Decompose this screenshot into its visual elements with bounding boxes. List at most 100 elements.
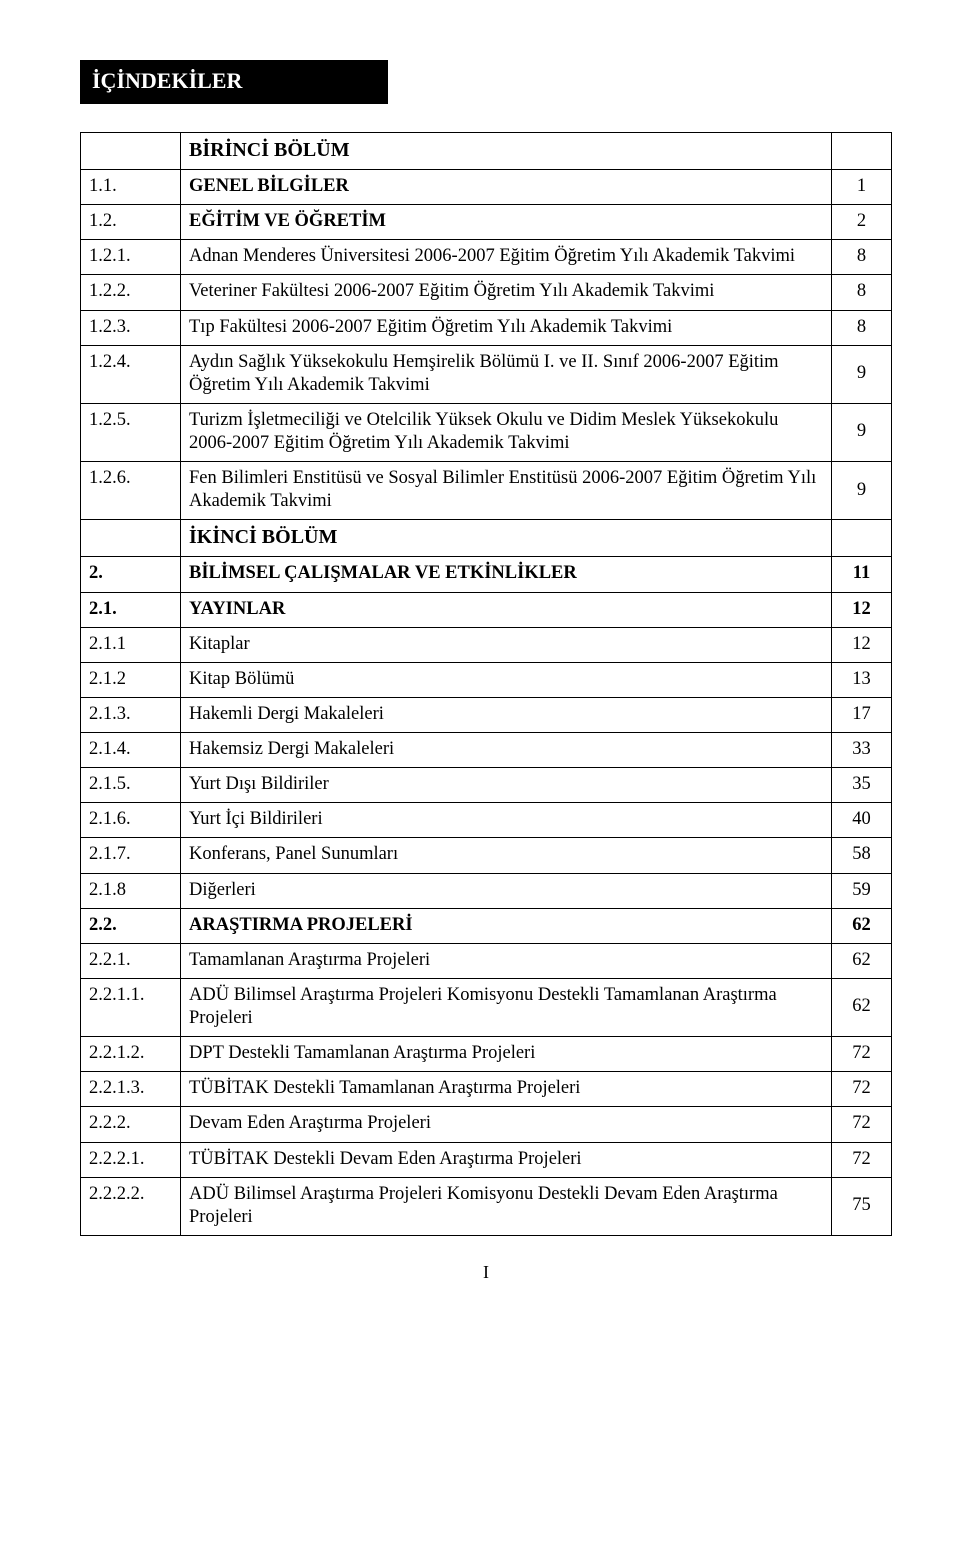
toc-page: 72 bbox=[832, 1072, 892, 1107]
toc-text: Kitaplar bbox=[181, 627, 832, 662]
toc-text: Hakemli Dergi Makaleleri bbox=[181, 697, 832, 732]
table-row: BİRİNCİ BÖLÜM bbox=[81, 133, 892, 170]
toc-number: 2.1. bbox=[81, 592, 181, 627]
toc-page: 40 bbox=[832, 803, 892, 838]
table-row: İKİNCİ BÖLÜM bbox=[81, 520, 892, 557]
toc-text: ARAŞTIRMA PROJELERİ bbox=[181, 908, 832, 943]
toc-page: 58 bbox=[832, 838, 892, 873]
toc-text: Yurt Dışı Bildiriler bbox=[181, 768, 832, 803]
page-title: İÇİNDEKİLER bbox=[80, 60, 388, 104]
toc-text: TÜBİTAK Destekli Devam Eden Araştırma Pr… bbox=[181, 1142, 832, 1177]
table-row: 1.2.2.Veteriner Fakültesi 2006-2007 Eğit… bbox=[81, 275, 892, 310]
toc-text: Diğerleri bbox=[181, 873, 832, 908]
toc-text: TÜBİTAK Destekli Tamamlanan Araştırma Pr… bbox=[181, 1072, 832, 1107]
table-row: 1.2.1.Adnan Menderes Üniversitesi 2006-2… bbox=[81, 240, 892, 275]
table-row: 1.2.4.Aydın Sağlık Yüksekokulu Hemşireli… bbox=[81, 345, 892, 403]
toc-page: 72 bbox=[832, 1037, 892, 1072]
table-row: 1.2.5.Turizm İşletmeciliği ve Otelcilik … bbox=[81, 403, 892, 461]
toc-page bbox=[832, 133, 892, 170]
toc-number: 2.2. bbox=[81, 908, 181, 943]
toc-number bbox=[81, 520, 181, 557]
toc-number: 2.2.1. bbox=[81, 943, 181, 978]
toc-page: 33 bbox=[832, 733, 892, 768]
toc-number: 1.2.4. bbox=[81, 345, 181, 403]
toc-number: 2.1.1 bbox=[81, 627, 181, 662]
toc-text: EĞİTİM VE ÖĞRETİM bbox=[181, 205, 832, 240]
table-row: 2.2.2.1.TÜBİTAK Destekli Devam Eden Araş… bbox=[81, 1142, 892, 1177]
toc-number: 2.1.8 bbox=[81, 873, 181, 908]
table-row: 2.1.YAYINLAR12 bbox=[81, 592, 892, 627]
toc-number: 1.2.3. bbox=[81, 310, 181, 345]
toc-text: Tamamlanan Araştırma Projeleri bbox=[181, 943, 832, 978]
toc-text: Konferans, Panel Sunumları bbox=[181, 838, 832, 873]
toc-page: 17 bbox=[832, 697, 892, 732]
toc-text: Fen Bilimleri Enstitüsü ve Sosyal Biliml… bbox=[181, 462, 832, 520]
toc-page: 9 bbox=[832, 462, 892, 520]
toc-page: 59 bbox=[832, 873, 892, 908]
toc-page bbox=[832, 520, 892, 557]
toc-number: 2.2.1.1. bbox=[81, 978, 181, 1036]
toc-page: 2 bbox=[832, 205, 892, 240]
table-row: 2.BİLİMSEL ÇALIŞMALAR VE ETKİNLİKLER11 bbox=[81, 557, 892, 592]
toc-page: 62 bbox=[832, 943, 892, 978]
toc-page: 13 bbox=[832, 662, 892, 697]
table-row: 2.1.4.Hakemsiz Dergi Makaleleri33 bbox=[81, 733, 892, 768]
toc-page: 62 bbox=[832, 978, 892, 1036]
toc-page: 8 bbox=[832, 275, 892, 310]
toc-number: 2.1.7. bbox=[81, 838, 181, 873]
toc-number: 1.2.6. bbox=[81, 462, 181, 520]
page-number-footer: I bbox=[80, 1262, 892, 1283]
table-row: 2.1.3.Hakemli Dergi Makaleleri17 bbox=[81, 697, 892, 732]
table-row: 1.2.3.Tıp Fakültesi 2006-2007 Eğitim Öğr… bbox=[81, 310, 892, 345]
toc-text: GENEL BİLGİLER bbox=[181, 170, 832, 205]
toc-page: 8 bbox=[832, 310, 892, 345]
toc-page: 75 bbox=[832, 1177, 892, 1235]
table-row: 2.1.2Kitap Bölümü13 bbox=[81, 662, 892, 697]
toc-page: 11 bbox=[832, 557, 892, 592]
toc-text: Hakemsiz Dergi Makaleleri bbox=[181, 733, 832, 768]
toc-text: Devam Eden Araştırma Projeleri bbox=[181, 1107, 832, 1142]
toc-number: 2.1.4. bbox=[81, 733, 181, 768]
table-row: 1.1.GENEL BİLGİLER1 bbox=[81, 170, 892, 205]
toc-text: YAYINLAR bbox=[181, 592, 832, 627]
toc-text: ADÜ Bilimsel Araştırma Projeleri Komisyo… bbox=[181, 978, 832, 1036]
table-row: 2.2.1.2.DPT Destekli Tamamlanan Araştırm… bbox=[81, 1037, 892, 1072]
toc-page: 62 bbox=[832, 908, 892, 943]
table-row: 2.2.1.1.ADÜ Bilimsel Araştırma Projeleri… bbox=[81, 978, 892, 1036]
toc-text: Turizm İşletmeciliği ve Otelcilik Yüksek… bbox=[181, 403, 832, 461]
table-row: 2.2.2.2.ADÜ Bilimsel Araştırma Projeleri… bbox=[81, 1177, 892, 1235]
toc-number: 2.2.2.2. bbox=[81, 1177, 181, 1235]
toc-number: 2. bbox=[81, 557, 181, 592]
toc-number: 1.2.5. bbox=[81, 403, 181, 461]
toc-text: Yurt İçi Bildirileri bbox=[181, 803, 832, 838]
toc-page: 35 bbox=[832, 768, 892, 803]
toc-number: 2.2.1.2. bbox=[81, 1037, 181, 1072]
toc-page: 8 bbox=[832, 240, 892, 275]
table-row: 2.2.1.3.TÜBİTAK Destekli Tamamlanan Araş… bbox=[81, 1072, 892, 1107]
toc-page: 72 bbox=[832, 1142, 892, 1177]
toc-page: 12 bbox=[832, 627, 892, 662]
toc-text: BİRİNCİ BÖLÜM bbox=[181, 133, 832, 170]
table-row: 2.1.8Diğerleri59 bbox=[81, 873, 892, 908]
table-row: 2.2.1.Tamamlanan Araştırma Projeleri62 bbox=[81, 943, 892, 978]
table-row: 2.2.2.Devam Eden Araştırma Projeleri72 bbox=[81, 1107, 892, 1142]
toc-page: 1 bbox=[832, 170, 892, 205]
toc-text: ADÜ Bilimsel Araştırma Projeleri Komisyo… bbox=[181, 1177, 832, 1235]
toc-table: BİRİNCİ BÖLÜM1.1.GENEL BİLGİLER11.2.EĞİT… bbox=[80, 132, 892, 1236]
table-row: 2.1.5.Yurt Dışı Bildiriler35 bbox=[81, 768, 892, 803]
toc-text: DPT Destekli Tamamlanan Araştırma Projel… bbox=[181, 1037, 832, 1072]
toc-page: 72 bbox=[832, 1107, 892, 1142]
table-row: 2.1.1Kitaplar12 bbox=[81, 627, 892, 662]
toc-number: 2.1.2 bbox=[81, 662, 181, 697]
table-row: 2.2.ARAŞTIRMA PROJELERİ62 bbox=[81, 908, 892, 943]
toc-number: 2.2.2. bbox=[81, 1107, 181, 1142]
toc-page: 9 bbox=[832, 403, 892, 461]
toc-text: Veteriner Fakültesi 2006-2007 Eğitim Öğr… bbox=[181, 275, 832, 310]
toc-number bbox=[81, 133, 181, 170]
table-row: 2.1.6.Yurt İçi Bildirileri40 bbox=[81, 803, 892, 838]
toc-text: BİLİMSEL ÇALIŞMALAR VE ETKİNLİKLER bbox=[181, 557, 832, 592]
toc-number: 2.1.3. bbox=[81, 697, 181, 732]
toc-page: 12 bbox=[832, 592, 892, 627]
toc-number: 2.1.5. bbox=[81, 768, 181, 803]
toc-page: 9 bbox=[832, 345, 892, 403]
